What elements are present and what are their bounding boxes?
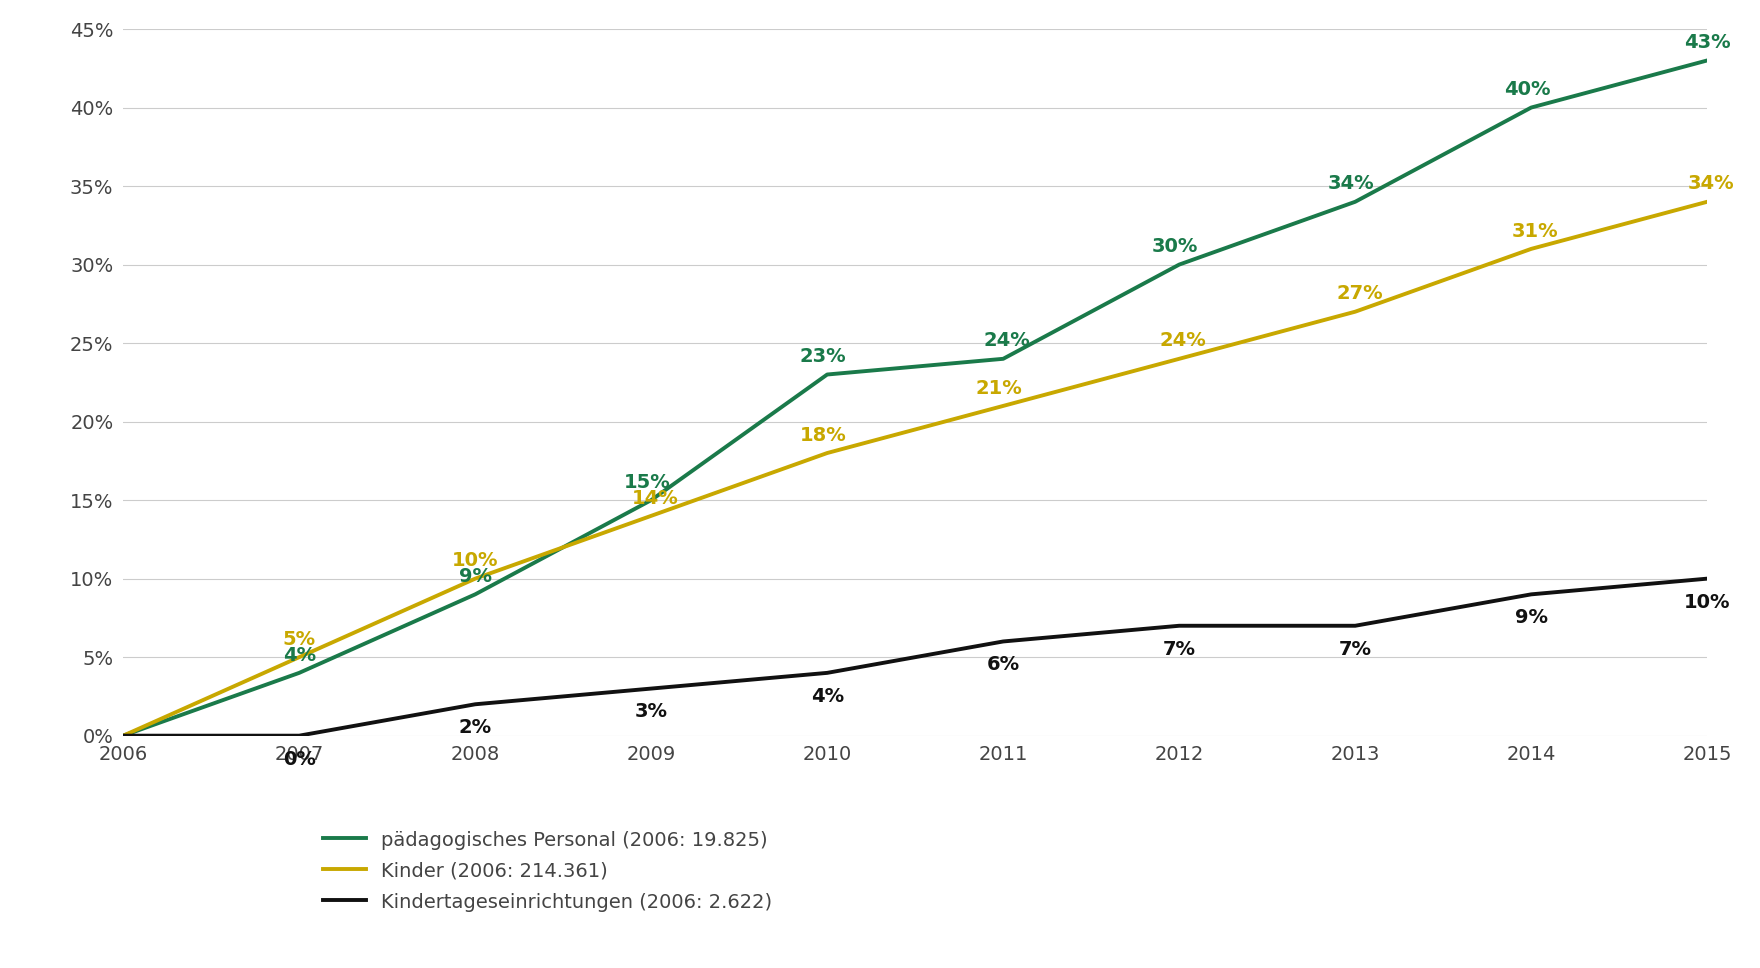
Legend: pädagogisches Personal (2006: 19.825), Kinder (2006: 214.361), Kindertageseinric: pädagogisches Personal (2006: 19.825), K… bbox=[324, 831, 773, 912]
Kindertageseinrichtungen (2006: 2.622): (2.01e+03, 9): 2.622): (2.01e+03, 9) bbox=[1521, 589, 1542, 600]
Text: 9%: 9% bbox=[1515, 608, 1547, 627]
Kinder (2006: 214.361): (2.01e+03, 21): 214.361): (2.01e+03, 21) bbox=[993, 400, 1014, 411]
Kindertageseinrichtungen (2006: 2.622): (2.01e+03, 4): 2.622): (2.01e+03, 4) bbox=[817, 667, 838, 679]
Text: 4%: 4% bbox=[283, 646, 315, 665]
Text: 21%: 21% bbox=[975, 378, 1023, 398]
Text: 34%: 34% bbox=[1688, 174, 1735, 194]
Text: 24%: 24% bbox=[984, 331, 1031, 350]
Kinder (2006: 214.361): (2.01e+03, 0): 214.361): (2.01e+03, 0) bbox=[113, 730, 134, 741]
Text: 43%: 43% bbox=[1684, 33, 1730, 52]
Kindertageseinrichtungen (2006: 2.622): (2.01e+03, 0): 2.622): (2.01e+03, 0) bbox=[113, 730, 134, 741]
Text: 6%: 6% bbox=[987, 655, 1019, 675]
pädagogisches Personal (2006: 19.825): (2.01e+03, 40): 19.825): (2.01e+03, 40) bbox=[1521, 102, 1542, 113]
Text: 9%: 9% bbox=[459, 567, 491, 586]
Line: pädagogisches Personal (2006: 19.825): pädagogisches Personal (2006: 19.825) bbox=[123, 60, 1707, 736]
pädagogisches Personal (2006: 19.825): (2.01e+03, 4): 19.825): (2.01e+03, 4) bbox=[289, 667, 310, 679]
Text: 10%: 10% bbox=[452, 552, 498, 570]
Kinder (2006: 214.361): (2.02e+03, 34): 214.361): (2.02e+03, 34) bbox=[1697, 196, 1718, 207]
pädagogisches Personal (2006: 19.825): (2.02e+03, 43): 19.825): (2.02e+03, 43) bbox=[1697, 54, 1718, 66]
Text: 23%: 23% bbox=[799, 348, 847, 366]
Kindertageseinrichtungen (2006: 2.622): (2.01e+03, 2): 2.622): (2.01e+03, 2) bbox=[465, 699, 486, 711]
pädagogisches Personal (2006: 19.825): (2.01e+03, 0): 19.825): (2.01e+03, 0) bbox=[113, 730, 134, 741]
Kindertageseinrichtungen (2006: 2.622): (2.01e+03, 0): 2.622): (2.01e+03, 0) bbox=[289, 730, 310, 741]
Kinder (2006: 214.361): (2.01e+03, 31): 214.361): (2.01e+03, 31) bbox=[1521, 243, 1542, 255]
Kindertageseinrichtungen (2006: 2.622): (2.01e+03, 3): 2.622): (2.01e+03, 3) bbox=[641, 682, 662, 694]
Text: 18%: 18% bbox=[799, 426, 847, 444]
Text: 7%: 7% bbox=[1339, 640, 1371, 658]
Text: 27%: 27% bbox=[1336, 285, 1383, 303]
Kinder (2006: 214.361): (2.01e+03, 18): 214.361): (2.01e+03, 18) bbox=[817, 447, 838, 459]
Text: 5%: 5% bbox=[283, 630, 315, 649]
pädagogisches Personal (2006: 19.825): (2.01e+03, 34): 19.825): (2.01e+03, 34) bbox=[1345, 196, 1366, 207]
Text: 15%: 15% bbox=[623, 472, 671, 492]
pädagogisches Personal (2006: 19.825): (2.01e+03, 23): 19.825): (2.01e+03, 23) bbox=[817, 369, 838, 380]
Text: 7%: 7% bbox=[1163, 640, 1195, 658]
Text: 31%: 31% bbox=[1512, 222, 1559, 241]
Kindertageseinrichtungen (2006: 2.622): (2.01e+03, 7): 2.622): (2.01e+03, 7) bbox=[1169, 620, 1190, 631]
Text: 34%: 34% bbox=[1327, 174, 1375, 194]
Text: 24%: 24% bbox=[1160, 331, 1207, 350]
Text: 2%: 2% bbox=[459, 718, 491, 738]
Text: 3%: 3% bbox=[635, 703, 667, 721]
Kinder (2006: 214.361): (2.01e+03, 10): 214.361): (2.01e+03, 10) bbox=[465, 573, 486, 585]
Line: Kinder (2006: 214.361): Kinder (2006: 214.361) bbox=[123, 201, 1707, 736]
Kinder (2006: 214.361): (2.01e+03, 24): 214.361): (2.01e+03, 24) bbox=[1169, 353, 1190, 365]
Kindertageseinrichtungen (2006: 2.622): (2.01e+03, 7): 2.622): (2.01e+03, 7) bbox=[1345, 620, 1366, 631]
pädagogisches Personal (2006: 19.825): (2.01e+03, 24): 19.825): (2.01e+03, 24) bbox=[993, 353, 1014, 365]
Kinder (2006: 214.361): (2.01e+03, 5): 214.361): (2.01e+03, 5) bbox=[289, 651, 310, 663]
Kindertageseinrichtungen (2006: 2.622): (2.01e+03, 6): 2.622): (2.01e+03, 6) bbox=[993, 636, 1014, 648]
Kinder (2006: 214.361): (2.01e+03, 14): 214.361): (2.01e+03, 14) bbox=[641, 510, 662, 522]
Text: 40%: 40% bbox=[1503, 80, 1551, 100]
Text: 4%: 4% bbox=[811, 686, 843, 706]
Kinder (2006: 214.361): (2.01e+03, 27): 214.361): (2.01e+03, 27) bbox=[1345, 306, 1366, 318]
Text: 14%: 14% bbox=[632, 489, 679, 507]
pädagogisches Personal (2006: 19.825): (2.01e+03, 30): 19.825): (2.01e+03, 30) bbox=[1169, 258, 1190, 270]
pädagogisches Personal (2006: 19.825): (2.01e+03, 15): 19.825): (2.01e+03, 15) bbox=[641, 495, 662, 506]
Line: Kindertageseinrichtungen (2006: 2.622): Kindertageseinrichtungen (2006: 2.622) bbox=[123, 579, 1707, 736]
pädagogisches Personal (2006: 19.825): (2.01e+03, 9): 19.825): (2.01e+03, 9) bbox=[465, 589, 486, 600]
Text: 10%: 10% bbox=[1684, 592, 1730, 612]
Text: 30%: 30% bbox=[1151, 237, 1199, 257]
Text: 0%: 0% bbox=[283, 749, 315, 769]
Kindertageseinrichtungen (2006: 2.622): (2.02e+03, 10): 2.622): (2.02e+03, 10) bbox=[1697, 573, 1718, 585]
